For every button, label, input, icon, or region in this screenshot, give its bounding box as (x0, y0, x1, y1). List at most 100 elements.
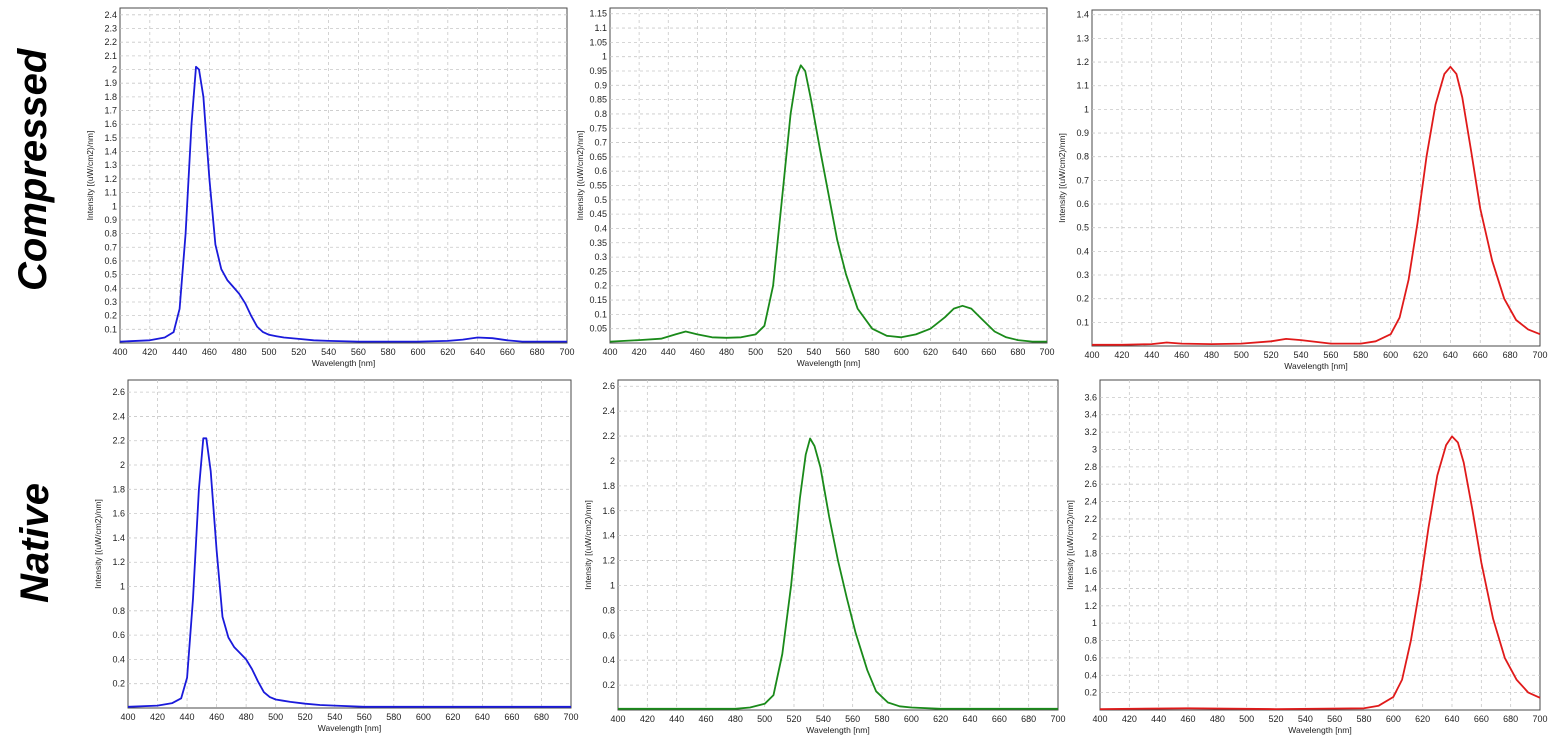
y-tick-label: 0.9 (104, 215, 117, 225)
x-tick-label: 520 (298, 712, 313, 722)
y-tick-label: 1.2 (1084, 601, 1097, 611)
y-tick-label: 0.3 (594, 252, 607, 262)
y-tick-label: 2.2 (112, 436, 125, 446)
x-tick-label: 500 (261, 347, 276, 357)
y-tick-label: 0.2 (602, 680, 615, 690)
x-tick-label: 440 (172, 347, 187, 357)
x-tick-label: 680 (1503, 714, 1518, 724)
x-tick-label: 560 (1323, 350, 1338, 360)
x-axis-label: Wavelength [nm] (797, 358, 860, 368)
y-tick-label: 0.35 (589, 238, 607, 248)
x-tick-label: 680 (530, 347, 545, 357)
y-tick-label: 1 (120, 582, 125, 592)
x-axis-label: Wavelength [nm] (312, 358, 375, 368)
x-tick-label: 400 (120, 712, 135, 722)
y-tick-label: 1.3 (104, 160, 117, 170)
y-axis-label: Intensity [(uW/cm2)/nm] (1065, 500, 1075, 590)
x-tick-label: 420 (1122, 714, 1137, 724)
x-tick-label: 600 (894, 347, 909, 357)
y-tick-label: 2.4 (602, 406, 615, 416)
x-tick-label: 540 (327, 712, 342, 722)
x-axis-label: Wavelength [nm] (1284, 361, 1347, 371)
x-tick-label: 540 (1298, 714, 1313, 724)
y-tick-label: 2.2 (104, 37, 117, 47)
x-tick-label: 420 (150, 712, 165, 722)
x-tick-label: 700 (1050, 714, 1065, 724)
y-tick-label: 2.4 (1084, 497, 1097, 507)
spectrum-line (609, 64, 1047, 343)
y-tick-label: 0.65 (589, 152, 607, 162)
chart-native-blue: 400 420 440 460 480 500 520 540 560 580 600 620 640 6… (93, 379, 579, 733)
x-tick-label: 440 (180, 712, 195, 722)
x-tick-label: 660 (1474, 714, 1489, 724)
spectrum-line (127, 437, 571, 708)
x-tick-label: 460 (698, 714, 713, 724)
chart-native-green: 400 420 440 460 480 500 520 540 560 580 600 620 640 6… (583, 379, 1066, 735)
chart-native-red: 400 420 440 460 480 500 520 540 560 580 600 620 640 6… (1065, 379, 1548, 735)
x-tick-label: 700 (563, 712, 578, 722)
x-tick-label: 460 (202, 347, 217, 357)
y-tick-label: 1 (1084, 104, 1089, 114)
y-tick-label: 0.2 (112, 679, 125, 689)
x-axis-label: Wavelength [nm] (1288, 725, 1351, 735)
y-tick-label: 0.55 (589, 181, 607, 191)
y-tick-label: 1.8 (1084, 549, 1097, 559)
y-tick-label: 1.2 (1076, 57, 1089, 67)
y-tick-label: 1.1 (104, 188, 117, 198)
y-tick-label: 0.2 (104, 311, 117, 321)
plot-area (1091, 9, 1541, 347)
x-tick-label: 700 (559, 347, 574, 357)
y-tick-label: 1 (112, 201, 117, 211)
x-tick-label: 460 (209, 712, 224, 722)
x-tick-label: 620 (923, 347, 938, 357)
y-tick-label: 0.1 (1076, 317, 1089, 327)
y-tick-label: 0.15 (589, 295, 607, 305)
plot-area (119, 7, 568, 344)
y-tick-label: 1 (1092, 618, 1097, 628)
y-tick-label: 0.4 (594, 223, 607, 233)
x-tick-label: 700 (1532, 350, 1547, 360)
y-tick-label: 1.4 (602, 531, 615, 541)
x-tick-label: 640 (962, 714, 977, 724)
y-tick-label: 0.2 (1084, 688, 1097, 698)
x-tick-label: 400 (112, 347, 127, 357)
y-tick-label: 0.2 (594, 281, 607, 291)
y-tick-label: 0.5 (594, 195, 607, 205)
y-tick-label: 3.2 (1084, 427, 1097, 437)
y-tick-label: 0.6 (1084, 653, 1097, 663)
x-tick-label: 500 (757, 714, 772, 724)
x-tick-label: 400 (1092, 714, 1107, 724)
y-tick-label: 1.4 (112, 533, 125, 543)
x-tick-label: 520 (291, 347, 306, 357)
y-tick-label: 1.2 (112, 557, 125, 567)
y-tick-label: 0.25 (589, 266, 607, 276)
spectrum-line (1092, 65, 1541, 346)
x-tick-label: 680 (1503, 350, 1518, 360)
x-tick-label: 500 (1234, 350, 1249, 360)
y-tick-label: 1.4 (104, 147, 117, 157)
y-tick-label: 0.4 (1084, 670, 1097, 680)
x-tick-label: 560 (845, 714, 860, 724)
y-tick-label: 0.8 (1084, 636, 1097, 646)
y-tick-label: 0.05 (589, 324, 607, 334)
x-tick-label: 580 (381, 347, 396, 357)
x-tick-label: 480 (232, 347, 247, 357)
x-tick-label: 480 (1204, 350, 1219, 360)
x-tick-label: 620 (1413, 350, 1428, 360)
x-tick-label: 600 (416, 712, 431, 722)
y-tick-label: 1.6 (104, 119, 117, 129)
x-tick-label: 700 (1532, 714, 1547, 724)
y-tick-label: 0.45 (589, 209, 607, 219)
y-tick-label: 1.05 (589, 37, 607, 47)
y-axis-label: Intensity [(uW/cm2)/nm] (1057, 133, 1067, 223)
x-tick-label: 640 (470, 347, 485, 357)
y-tick-label: 0.8 (602, 605, 615, 615)
y-tick-label: 0.5 (104, 270, 117, 280)
y-tick-label: 2.6 (112, 387, 125, 397)
x-tick-label: 660 (1473, 350, 1488, 360)
x-tick-label: 440 (1144, 350, 1159, 360)
y-tick-label: 1.2 (104, 174, 117, 184)
y-tick-label: 1.1 (594, 23, 607, 33)
x-tick-label: 500 (748, 347, 763, 357)
x-tick-label: 520 (1264, 350, 1279, 360)
